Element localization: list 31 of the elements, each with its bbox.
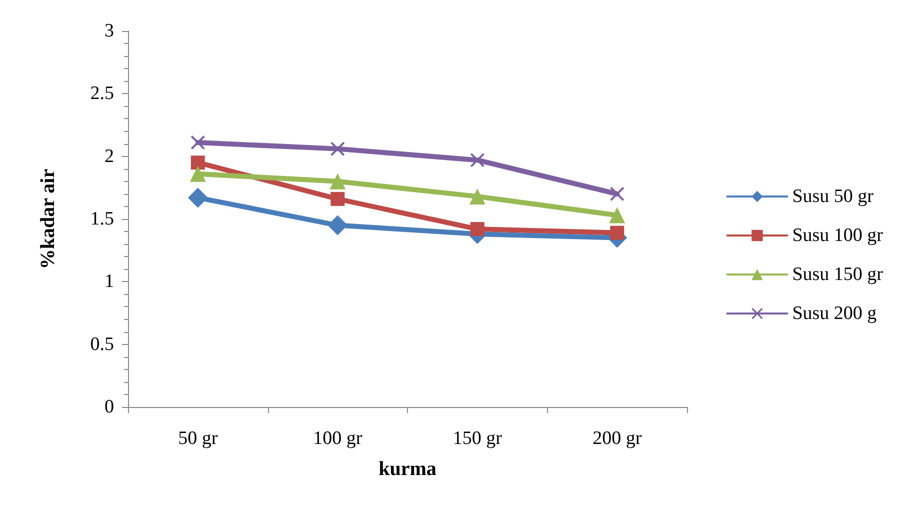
y-tick-label: 0 xyxy=(104,396,114,418)
legend-label: Susu 50 gr xyxy=(792,186,874,207)
y-tick-label: 3 xyxy=(104,20,114,42)
y-tick-label: 1 xyxy=(104,271,114,292)
x-tick-label: 200 gr xyxy=(592,428,642,449)
point xyxy=(469,188,486,204)
point xyxy=(470,153,484,168)
y-tick-label: 2.5 xyxy=(90,83,114,104)
point xyxy=(610,226,624,240)
point xyxy=(330,192,345,206)
y-tick-label: 1.5 xyxy=(90,208,114,230)
x-axis-title: kurma xyxy=(378,458,436,480)
x-tick-label: 50 gr xyxy=(178,428,218,449)
point xyxy=(330,142,345,156)
y-axis-title: %kadar air xyxy=(37,168,59,270)
point xyxy=(609,207,626,224)
legend-label: Susu 200 g xyxy=(792,303,878,324)
point xyxy=(328,215,348,236)
x-tick-label: 150 gr xyxy=(452,428,503,449)
point xyxy=(190,136,205,150)
legend-label: Susu 100 gr xyxy=(792,225,884,246)
y-tick-label: 0.5 xyxy=(90,334,114,355)
point xyxy=(610,186,624,201)
point xyxy=(470,222,484,236)
point xyxy=(190,166,206,182)
x-tick-label: 100 gr xyxy=(313,428,363,449)
point xyxy=(330,173,346,190)
point xyxy=(190,156,205,170)
point xyxy=(188,188,208,208)
legend-label: Susu 150 gr xyxy=(792,264,884,285)
y-tick-label: 2 xyxy=(104,146,114,167)
